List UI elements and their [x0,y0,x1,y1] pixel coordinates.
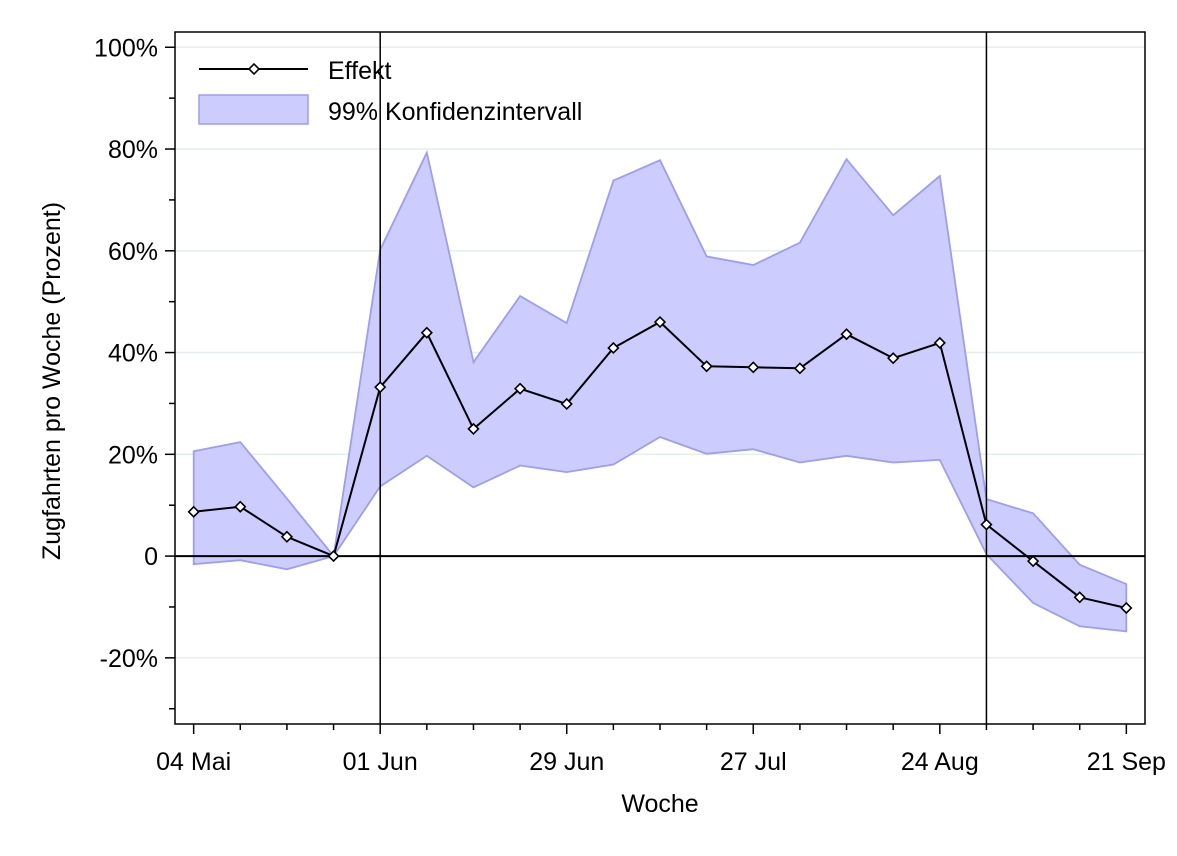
effekt-point [653,315,667,329]
axes: 100% 80% 60% 40% 20% 0 -20% 04 Mai 01 Jun 29 Jun 2… [94,34,1166,776]
effekt-point [374,381,387,394]
confidence-band [192,149,1128,633]
legend-effekt-label: Effekt [328,57,392,85]
legend-band-swatch [198,94,309,125]
effekt-point [327,550,340,563]
effekt-point [420,326,433,339]
x-tick-label: 24 Aug [901,748,979,776]
effekt-point [607,341,620,355]
x-tick-label: 21 Sep [1087,748,1166,776]
confidence-band-area [192,149,1128,633]
effekt-point [933,336,946,349]
x-tick-label: 29 Jun [529,748,604,776]
effekt-point [234,500,247,513]
effekt-point [1073,591,1086,604]
y-tick-label: 60% [108,238,158,266]
effekt-point [793,362,806,375]
effekt-point [1120,601,1133,615]
effekt-point [280,530,294,543]
y-tick-label: 80% [108,136,158,164]
effekt-point [700,360,713,373]
y-tick-label: -20% [100,645,158,673]
effekt-point [980,518,993,531]
x-axis-title: Woche [621,790,698,818]
x-tick-label: 01 Jun [343,748,418,776]
y-axis-title: Zugfahrten pro Woche (Prozent) [38,202,66,560]
x-tick-label: 27 Jul [720,748,787,776]
effekt-point [747,361,760,374]
y-tick-label: 20% [108,441,158,469]
effekt-point [187,505,200,518]
x-tick-label: 04 Mai [156,748,231,776]
effect-series [187,315,1133,615]
legend-effekt-marker [247,62,261,76]
y-tick-label: 0 [144,543,158,571]
effekt-point [887,352,900,365]
y-tick-label: 40% [108,340,158,368]
effekt-point [840,328,853,341]
y-tick-label: 100% [94,34,158,62]
effekt-point [560,397,573,411]
effekt-point [514,382,527,395]
effekt-point [467,422,480,435]
legend-band-label: 99% Konfidenzintervall [328,98,582,126]
effekt-point [1026,555,1040,568]
legend: Effekt 99% Konfidenzintervall [198,57,582,126]
